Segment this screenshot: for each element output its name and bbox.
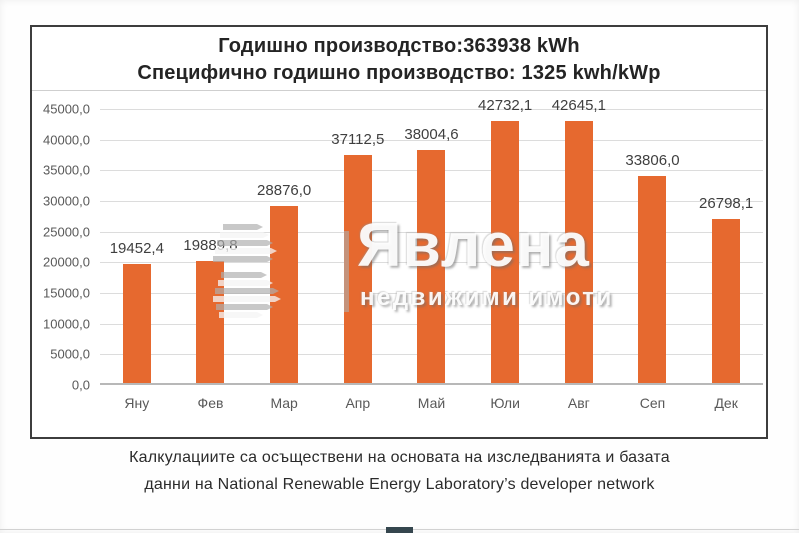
y-tick-label: 15000,0 [43, 285, 90, 301]
bar [638, 175, 667, 383]
x-tick-label: Яну [124, 395, 150, 411]
bar-value-label: 33806,0 [625, 151, 680, 169]
x-tick-label: Авг [567, 395, 590, 411]
bar-column: 33806,0 Сеп [616, 109, 690, 411]
bar [712, 218, 741, 383]
bar-column: 19452,4 Яну [100, 109, 174, 411]
x-tick-label: Апр [345, 395, 371, 411]
footer-line-2: данни на National Renewable Energy Labor… [144, 476, 655, 493]
bar [122, 263, 151, 383]
y-tick-label: 40000,0 [43, 132, 90, 148]
y-tick-label: 10000,0 [43, 316, 90, 332]
bar-value-label: 42732,1 [478, 96, 533, 114]
bar [491, 120, 520, 383]
y-tick-label: 25000,0 [43, 224, 90, 240]
bar [564, 121, 593, 383]
bar [417, 149, 446, 383]
watermark-brand-name: Явлена [357, 211, 590, 280]
bar-value-label: 26798,1 [699, 194, 754, 212]
bar-value-label: 28876,0 [257, 181, 312, 199]
bar-column: 28876,0 Мар [247, 109, 321, 411]
chart-title-block: Годишно производство:363938 kWh Специфич… [32, 27, 766, 91]
chart-frame: Годишно производство:363938 kWh Специфич… [30, 25, 768, 439]
y-tick-label: 45000,0 [43, 101, 90, 117]
y-tick-label: 30000,0 [43, 193, 90, 209]
y-tick-label: 35000,0 [43, 162, 90, 178]
bar [270, 205, 299, 383]
x-tick-label: Мар [270, 395, 298, 411]
y-tick-label: 0,0 [71, 377, 90, 393]
chart-title: Годишно производство:363938 kWh [218, 35, 580, 57]
chart-subtitle: Специфично годишно производство: 1325 kw… [137, 62, 661, 84]
x-tick-label: Дек [714, 395, 738, 411]
bar-value-label: 42645,1 [551, 97, 606, 115]
x-tick-label: Сеп [639, 395, 666, 411]
bar-value-label: 38004,6 [404, 125, 459, 143]
watermark-divider [344, 231, 349, 312]
scan-artifact-notch [386, 527, 413, 533]
bar-value-label: 19452,4 [109, 239, 164, 257]
bar-column: 42645,1 Авг [542, 97, 616, 411]
yavlena-slats-logo-icon [213, 224, 281, 318]
footer-line-1: Калкулациите са осъществени на основата … [129, 449, 670, 466]
x-tick-label: Фев [197, 395, 224, 411]
bar-column: 42732,1 Юли [468, 97, 542, 411]
bar-column: 26798,1 Дек [689, 109, 763, 411]
bar-value-label: 37112,5 [331, 131, 385, 149]
gridline [100, 139, 763, 141]
x-tick-label: Юли [490, 395, 520, 411]
bar-column: 38004,6 Май [395, 109, 469, 411]
x-tick-label: Май [417, 395, 446, 411]
y-tick-label: 20000,0 [43, 254, 90, 270]
footer-note: Калкулациите са осъществени на основата … [0, 444, 799, 498]
y-tick-label: 5000,0 [50, 346, 90, 362]
gridline [100, 109, 763, 110]
watermark-tagline: недвижими имоти [360, 284, 614, 311]
